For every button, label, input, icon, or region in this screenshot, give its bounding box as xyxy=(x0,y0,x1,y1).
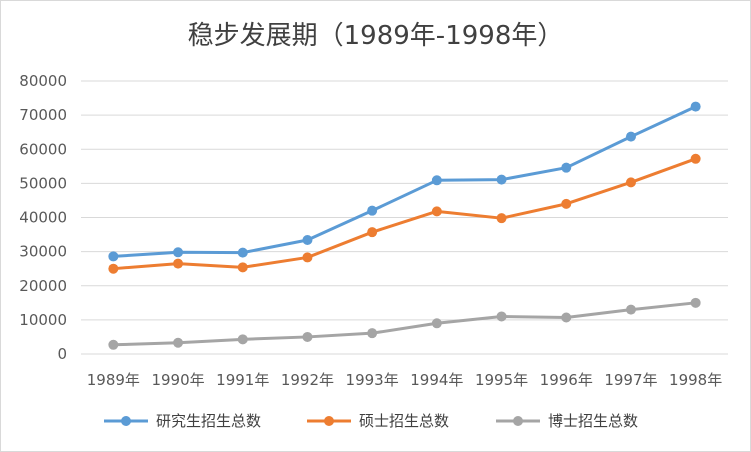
y-tick-label: 70000 xyxy=(19,106,67,124)
data-point xyxy=(367,328,378,339)
data-point xyxy=(367,227,378,238)
y-tick-label: 30000 xyxy=(19,243,67,261)
legend-swatch-marker xyxy=(513,416,523,426)
y-tick-label: 40000 xyxy=(19,209,67,227)
x-tick-label: 1997年 xyxy=(604,371,657,389)
data-point xyxy=(561,162,572,173)
x-tick-label: 1998年 xyxy=(669,371,722,389)
x-tick-label: 1995年 xyxy=(475,371,528,389)
y-tick-label: 60000 xyxy=(19,140,67,158)
data-point xyxy=(561,198,572,209)
data-point xyxy=(302,235,313,246)
y-tick-label: 0 xyxy=(57,345,67,363)
data-point xyxy=(431,206,442,217)
data-point xyxy=(625,304,636,315)
x-tick-label: 1993年 xyxy=(346,371,399,389)
x-tick-label: 1991年 xyxy=(216,371,269,389)
data-point xyxy=(108,339,119,350)
data-point xyxy=(108,251,119,262)
x-tick-label: 1989年 xyxy=(87,371,140,389)
y-tick-label: 10000 xyxy=(19,311,67,329)
x-tick-label: 1994年 xyxy=(410,371,463,389)
legend-label: 博士招生总数 xyxy=(548,412,638,430)
data-point xyxy=(496,174,507,185)
series-line xyxy=(111,157,698,271)
y-tick-label: 50000 xyxy=(19,174,67,192)
legend-swatch-marker xyxy=(324,416,334,426)
data-point xyxy=(690,297,701,308)
legend-swatch-marker xyxy=(121,416,131,426)
chart-title: 稳步发展期（1989年-1998年） xyxy=(187,21,564,51)
x-tick-label: 1996年 xyxy=(540,371,593,389)
legend-label: 硕士招生总数 xyxy=(359,412,449,430)
data-point xyxy=(367,205,378,216)
series-line xyxy=(111,301,698,347)
y-tick-label: 80000 xyxy=(19,72,67,90)
data-point xyxy=(431,318,442,329)
data-point xyxy=(237,262,248,273)
data-point xyxy=(302,331,313,342)
data-point xyxy=(173,337,184,348)
x-tick-label: 1992年 xyxy=(281,371,334,389)
y-tick-label: 20000 xyxy=(19,277,67,295)
legend-label: 研究生招生总数 xyxy=(156,412,261,430)
data-point xyxy=(431,175,442,186)
data-point xyxy=(237,247,248,258)
data-point xyxy=(625,131,636,142)
data-point xyxy=(496,213,507,224)
data-point xyxy=(625,177,636,188)
data-point xyxy=(237,334,248,345)
data-point xyxy=(561,312,572,323)
data-point xyxy=(173,258,184,269)
data-point xyxy=(690,101,701,112)
data-point xyxy=(302,252,313,263)
data-point xyxy=(173,247,184,258)
x-tick-label: 1990年 xyxy=(151,371,204,389)
series-line xyxy=(111,105,698,258)
data-point xyxy=(690,153,701,164)
data-point xyxy=(108,263,119,274)
data-point xyxy=(496,311,507,322)
